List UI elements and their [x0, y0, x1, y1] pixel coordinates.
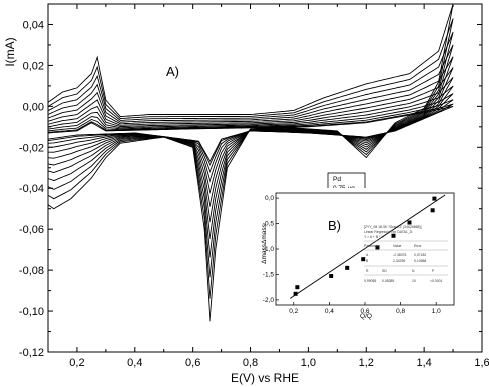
fit-line	[289, 194, 446, 299]
annotation-cell: 0,99055	[364, 279, 376, 283]
annotation-cell: 0,10588	[414, 259, 426, 263]
annotation-cell: -2,38376	[393, 253, 406, 257]
y-tick-label: 0,00	[23, 101, 44, 113]
inset-y-tick-labels: 0,0 -0,5 -1,0 -1,5 -2,0	[263, 195, 275, 304]
inset-x-axis-title: Q/Q	[360, 313, 372, 320]
y-tick-label: -0,02	[19, 142, 44, 154]
annotation-cell: 0,07182	[414, 253, 426, 257]
y-tick-label: 0,02	[23, 60, 44, 72]
cv-cycle-line	[47, 67, 454, 223]
data-point	[361, 257, 366, 262]
inset-y-axis-title: ΔmassΔmass	[261, 223, 268, 263]
main-y-axis-title: I(mA)	[3, 37, 17, 66]
x-tick-label: 1,4	[416, 357, 431, 369]
annotation-cell: Parameter	[364, 244, 381, 248]
x-tick-label: 1,6	[474, 357, 489, 369]
data-point	[293, 291, 298, 296]
y-tick-label: -0,04	[19, 183, 44, 195]
inset-x-tick-label: 0,4	[325, 308, 334, 315]
annotation-header-2: Linear Regression for DATA1_D:	[364, 230, 413, 234]
cv-cycle-line	[47, 18, 454, 299]
inset-y-tick-label: -2,0	[263, 297, 275, 304]
annotation-cell: Error	[414, 244, 422, 248]
cv-cycle-line	[47, 31, 454, 278]
cv-cycle-line	[47, 44, 454, 258]
annotation-header-3: Y = A + B * X	[364, 235, 384, 239]
legend-line-1: Pd	[333, 176, 341, 183]
panel-label-a: A)	[166, 64, 179, 79]
annotation-cell: SD	[382, 269, 387, 273]
annotation-cell: 0,08389	[382, 279, 394, 283]
x-tick-label: 1,2	[359, 357, 374, 369]
annotation-cell: A	[366, 253, 369, 257]
inset-axis-ticks	[276, 197, 437, 305]
inset-data	[289, 194, 446, 299]
data-point	[345, 265, 350, 270]
y-tick-label: -0,10	[19, 306, 44, 318]
data-point	[295, 285, 300, 290]
inset-x-tick-label: 0,6	[360, 308, 369, 315]
x-tick-label: 0,8	[243, 357, 258, 369]
annotation-cell: N	[412, 269, 415, 273]
annotation-cell: 10	[412, 279, 416, 283]
y-tick-label: -0,08	[19, 265, 44, 277]
cv-cycle-line	[47, 3, 454, 322]
annotation-cell: R	[366, 269, 369, 273]
y-tick-label: 0,04	[23, 19, 44, 31]
x-tick-label: 0,2	[69, 357, 84, 369]
x-tick-label: 1,0	[301, 357, 316, 369]
inset-y-tick-label: 0,0	[265, 195, 274, 202]
data-point	[375, 245, 380, 250]
inset-y-tick-label: -1,5	[263, 271, 275, 278]
inset-x-tick-label: 0,2	[289, 308, 298, 315]
inset-x-tick-label: 0,8	[396, 308, 405, 315]
inset-x-tick-labels: 0,2 0,4 0,6 0,8 1,0	[289, 308, 441, 315]
annotation-header-1: [ZYY_08 18:35 "/Graph1" (24626868)]	[364, 225, 422, 229]
inset-y-tick-label: -1,0	[263, 246, 275, 253]
annotation-cell: <0.0001	[430, 279, 442, 283]
annotation-cell: P	[432, 269, 435, 273]
x-tick-label: 0,4	[127, 357, 142, 369]
regression-annotation: [ZYY_08 18:35 "/Graph1" (24626868)] Line…	[364, 225, 448, 283]
y-tick-label: -0,06	[19, 224, 44, 236]
main-axis-ticks	[48, 4, 483, 353]
annotation-cell: 2,34295	[393, 259, 405, 263]
cv-cycle-line	[47, 56, 454, 240]
annotation-cell: Value	[393, 244, 402, 248]
inset-x-tick-label: 1,0	[432, 308, 441, 315]
data-point	[391, 233, 396, 238]
data-point	[432, 196, 437, 201]
inset-background	[262, 188, 478, 318]
data-point	[407, 220, 412, 225]
main-x-axis-title: E(V) vs RHE	[231, 371, 299, 385]
inset-y-tick-label: -0,5	[263, 221, 275, 228]
cv-curves	[47, 3, 454, 322]
annotation-cell: B	[366, 259, 369, 263]
data-point	[430, 208, 435, 213]
main-x-tick-labels: 0,2 0,4 0,6 0,8 1,0 1,2 1,4 1,6	[69, 357, 489, 369]
y-tick-label: -0,12	[19, 347, 44, 359]
main-y-tick-labels: 0,04 0,02 0,00 -0,02 -0,04 -0,06 -0,08 -0,10 -0,…	[19, 19, 44, 359]
x-tick-label: 0,6	[185, 357, 200, 369]
panel-label-b: B)	[328, 218, 341, 233]
data-point	[329, 273, 334, 278]
